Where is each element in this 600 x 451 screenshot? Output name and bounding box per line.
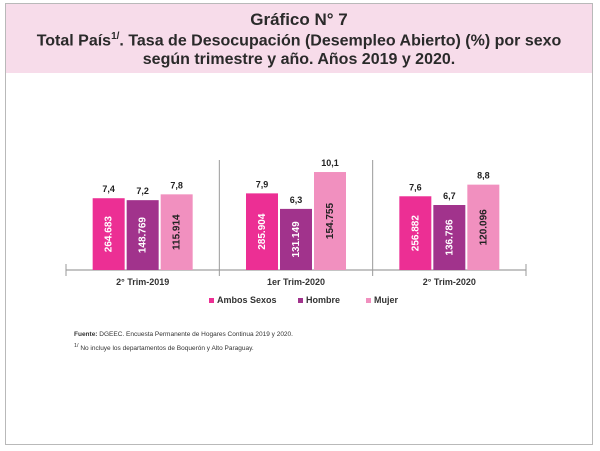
legend-swatch <box>366 298 371 303</box>
data-label: 6,7 <box>443 191 456 201</box>
source-label: Fuente: <box>74 331 98 338</box>
count-label: 256.882 <box>410 215 421 252</box>
subtitle-part2: . Tasa de Desocupación (Desempleo Abiert… <box>119 32 562 50</box>
bar-chart: 7,4 264.683 7,2 148.769 7,8 115.914 2° Trim-20… <box>65 158 527 305</box>
chart-header: Gráfico N° 7 Total País1/. Tasa de Desoc… <box>6 4 592 73</box>
legend-label: Mujer <box>374 295 399 305</box>
x-tick-label: 2° Trim-2019 <box>116 277 169 287</box>
count-label: 264.683 <box>104 216 115 253</box>
data-label: 7,9 <box>256 179 269 189</box>
bar <box>314 172 346 270</box>
bar <box>280 208 312 270</box>
bar <box>126 200 159 270</box>
bar <box>399 196 432 270</box>
chart-subtitle-line2: según trimestre y año. Años 2019 y 2020. <box>142 51 456 68</box>
bar <box>160 194 193 270</box>
count-label: 285.904 <box>257 213 268 250</box>
count-label: 131.149 <box>291 221 302 258</box>
footnote: 1/ No incluye los departamentos de Boque… <box>74 343 254 352</box>
source-note: Fuente: DGEEC. Encuesta Permanente de Ho… <box>74 331 293 338</box>
legend-label: Ambos Sexos <box>217 295 277 305</box>
footnote-text: No incluye los departamentos de Boquerón… <box>78 345 254 353</box>
data-label: 8,8 <box>477 171 490 181</box>
count-label: 120.096 <box>478 209 489 246</box>
bar <box>92 198 125 270</box>
count-label: 154.755 <box>325 203 336 240</box>
chart-frame: Gráfico N° 7 Total País1/. Tasa de Desoc… <box>5 3 593 445</box>
bar <box>467 184 500 270</box>
chart-title: Gráfico N° 7 <box>250 10 348 29</box>
data-label: 7,4 <box>102 184 115 194</box>
footnote-superscript: 1/ <box>74 343 79 349</box>
data-label: 7,6 <box>409 182 422 192</box>
data-label: 6,3 <box>290 195 303 205</box>
source-text: DGEEC. Encuesta Permanente de Hogares Co… <box>97 331 293 338</box>
count-label: 115.914 <box>172 214 183 250</box>
subtitle-part1: Total País <box>36 32 112 50</box>
legend-swatch <box>298 298 303 303</box>
bar <box>433 205 466 270</box>
x-tick-label: 1er Trim-2020 <box>267 277 325 287</box>
legend-label: Hombre <box>306 295 340 305</box>
count-label: 136.786 <box>444 219 455 256</box>
subtitle-superscript: 1/ <box>111 31 120 42</box>
x-tick-label: 2° Trim-2020 <box>423 277 476 287</box>
chart-subtitle-line1: Total País1/. Tasa de Desocupación (Dese… <box>6 31 592 50</box>
data-label: 7,8 <box>170 180 183 190</box>
bar <box>246 193 278 270</box>
data-label: 7,2 <box>136 186 149 196</box>
data-label: 10,1 <box>321 158 339 168</box>
count-label: 148.769 <box>138 217 149 254</box>
legend-swatch <box>209 298 214 303</box>
